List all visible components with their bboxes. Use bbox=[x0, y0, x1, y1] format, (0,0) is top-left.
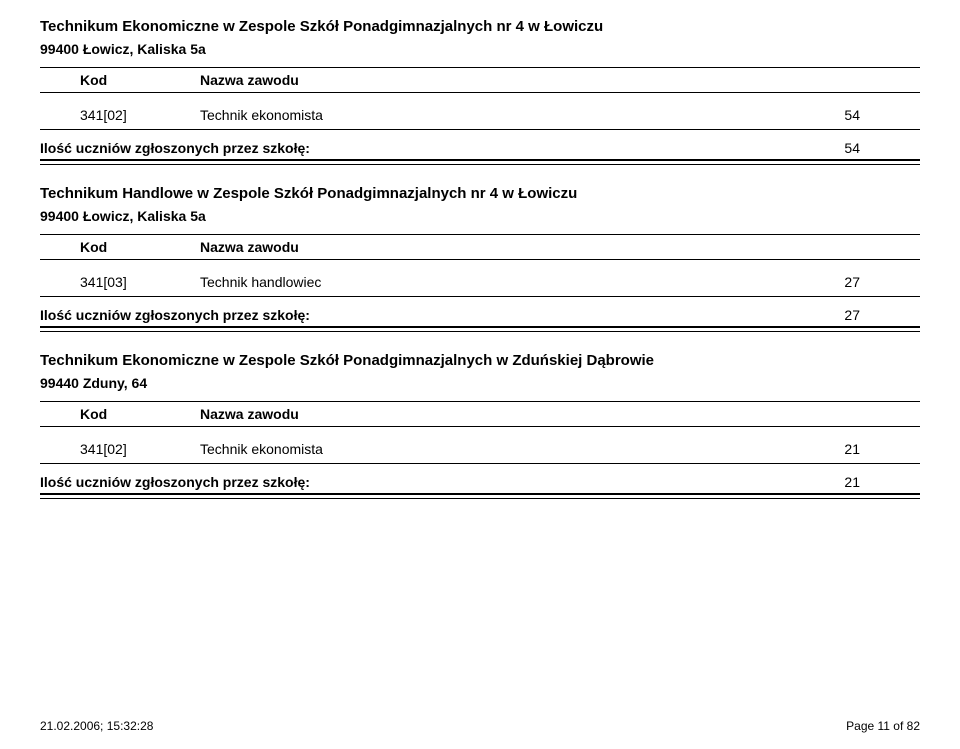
table-row: 341[02] Technik ekonomista 54 bbox=[40, 101, 920, 130]
cell-kod: 341[03] bbox=[40, 274, 200, 290]
rule bbox=[40, 498, 920, 500]
cell-nazwa: Technik ekonomista bbox=[200, 441, 740, 457]
rule bbox=[40, 331, 920, 333]
total-row: Ilość uczniów zgłoszonych przez szkołę: … bbox=[40, 136, 920, 159]
footer-page-number: Page 11 of 82 bbox=[846, 719, 920, 733]
rule bbox=[40, 164, 920, 166]
section-2: Technikum Handlowe w Zespole Szkół Ponad… bbox=[40, 185, 920, 332]
school-name: Technikum Ekonomiczne w Zespole Szkół Po… bbox=[40, 18, 920, 35]
cell-nazwa: Technik handlowiec bbox=[200, 274, 740, 290]
table-header: Kod Nazwa zawodu bbox=[40, 234, 920, 260]
col-header-nazwa: Nazwa zawodu bbox=[200, 239, 920, 255]
cell-kod: 341[02] bbox=[40, 441, 200, 457]
total-row: Ilość uczniów zgłoszonych przez szkołę: … bbox=[40, 470, 920, 493]
section-1: Technikum Ekonomiczne w Zespole Szkół Po… bbox=[40, 18, 920, 165]
school-address: 99400 Łowicz, Kaliska 5a bbox=[40, 208, 920, 224]
total-group: Ilość uczniów zgłoszonych przez szkołę: … bbox=[40, 470, 920, 499]
total-value: 54 bbox=[740, 140, 920, 156]
total-value: 21 bbox=[740, 474, 920, 490]
page: Technikum Ekonomiczne w Zespole Szkół Po… bbox=[0, 0, 960, 749]
total-label: Ilość uczniów zgłoszonych przez szkołę: bbox=[40, 140, 740, 156]
cell-value: 27 bbox=[740, 274, 920, 290]
col-header-nazwa: Nazwa zawodu bbox=[200, 72, 920, 88]
school-address: 99440 Zduny, 64 bbox=[40, 375, 920, 391]
cell-value: 54 bbox=[740, 107, 920, 123]
page-footer: 21.02.2006; 15:32:28 Page 11 of 82 bbox=[40, 719, 920, 733]
total-value: 27 bbox=[740, 307, 920, 323]
school-name: Technikum Ekonomiczne w Zespole Szkół Po… bbox=[40, 352, 920, 369]
total-row: Ilość uczniów zgłoszonych przez szkołę: … bbox=[40, 303, 920, 326]
cell-nazwa: Technik ekonomista bbox=[200, 107, 740, 123]
table-header: Kod Nazwa zawodu bbox=[40, 67, 920, 93]
table-header: Kod Nazwa zawodu bbox=[40, 401, 920, 427]
section-3: Technikum Ekonomiczne w Zespole Szkół Po… bbox=[40, 352, 920, 499]
total-group: Ilość uczniów zgłoszonych przez szkołę: … bbox=[40, 136, 920, 165]
cell-kod: 341[02] bbox=[40, 107, 200, 123]
table-row: 341[02] Technik ekonomista 21 bbox=[40, 435, 920, 464]
col-header-kod: Kod bbox=[40, 406, 200, 422]
total-label: Ilość uczniów zgłoszonych przez szkołę: bbox=[40, 307, 740, 323]
total-label: Ilość uczniów zgłoszonych przez szkołę: bbox=[40, 474, 740, 490]
school-address: 99400 Łowicz, Kaliska 5a bbox=[40, 41, 920, 57]
cell-value: 21 bbox=[740, 441, 920, 457]
col-header-kod: Kod bbox=[40, 239, 200, 255]
total-group: Ilość uczniów zgłoszonych przez szkołę: … bbox=[40, 303, 920, 332]
col-header-kod: Kod bbox=[40, 72, 200, 88]
footer-timestamp: 21.02.2006; 15:32:28 bbox=[40, 719, 153, 733]
school-name: Technikum Handlowe w Zespole Szkół Ponad… bbox=[40, 185, 920, 202]
col-header-nazwa: Nazwa zawodu bbox=[200, 406, 920, 422]
table-row: 341[03] Technik handlowiec 27 bbox=[40, 268, 920, 297]
